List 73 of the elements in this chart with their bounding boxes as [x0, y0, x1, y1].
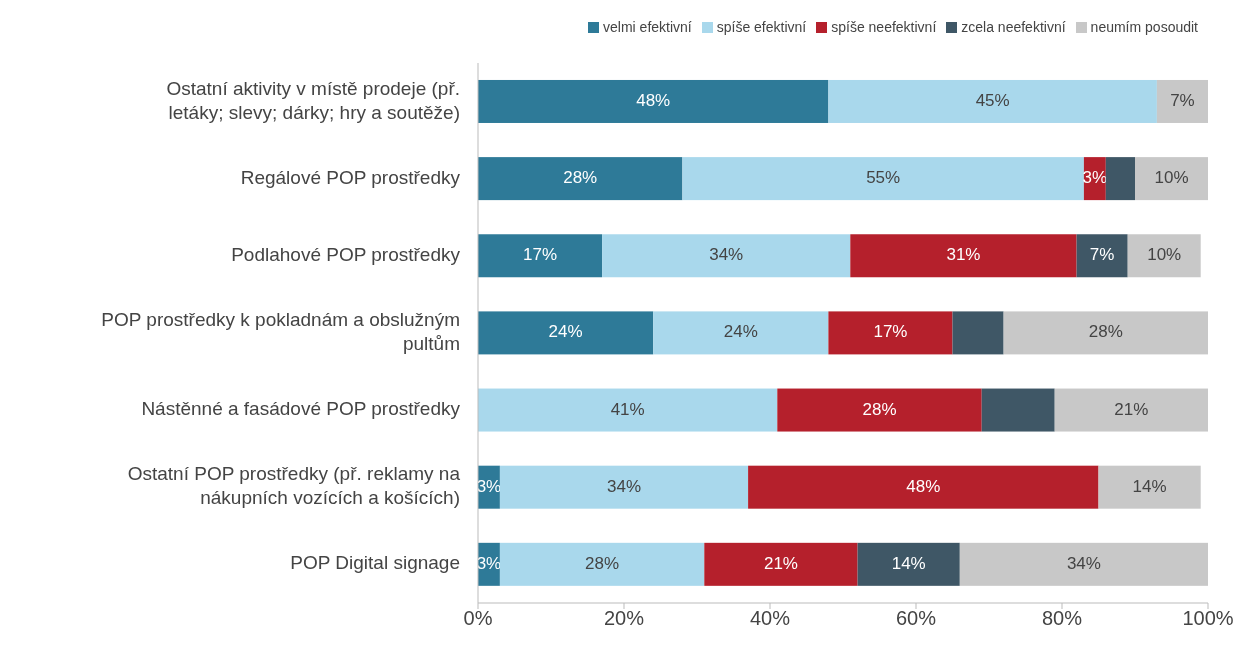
- bar: [959, 542, 1208, 586]
- data-label: 3%: [476, 553, 502, 573]
- bar: [499, 542, 705, 586]
- data-label: 14%: [891, 553, 926, 573]
- data-label: 24%: [723, 322, 758, 342]
- legend-label: spíše efektivní: [716, 19, 807, 35]
- data-label: 41%: [610, 399, 645, 419]
- bar: [777, 388, 982, 432]
- data-label: 48%: [906, 476, 941, 496]
- y-tick-label: POP Digital signage: [290, 552, 460, 574]
- data-label: 34%: [606, 476, 642, 496]
- data-label: 34%: [1066, 553, 1101, 573]
- bar: [1135, 157, 1208, 201]
- bar: [478, 234, 603, 278]
- data-label: 17%: [523, 245, 558, 265]
- data-label: 3%: [476, 476, 502, 496]
- bar: [850, 234, 1077, 278]
- y-tick-label: Ostatní aktivity v místě prodeje (př. letáky; slevy; dárky; hry a soutěže): [166, 77, 460, 123]
- bar: [653, 311, 829, 355]
- data-label: 10%: [1147, 245, 1182, 265]
- bar: [1054, 388, 1208, 432]
- data-label: 21%: [1114, 399, 1149, 419]
- data-label: 7%: [1170, 90, 1195, 110]
- bar: [682, 157, 1084, 201]
- legend-label: neumím posoudit: [1090, 19, 1198, 35]
- bar: [1105, 157, 1135, 201]
- data-label: 48%: [636, 90, 671, 110]
- bar: [478, 79, 829, 123]
- data-label: 45%: [975, 90, 1010, 110]
- x-tick-label: 80%: [1041, 607, 1083, 630]
- bar: [1076, 234, 1128, 278]
- data-label: 24%: [548, 322, 583, 342]
- data-label: 7%: [1089, 245, 1115, 265]
- bar: [748, 465, 1099, 509]
- x-tick-label: 40%: [749, 607, 791, 630]
- bar: [1156, 79, 1208, 123]
- data-label: 55%: [866, 168, 901, 188]
- data-label: 17%: [873, 322, 908, 342]
- bar: [857, 542, 960, 586]
- bar: [478, 157, 683, 201]
- legend-label: spíše neefektivní: [831, 19, 937, 35]
- y-tick-label: Nástěnné a fasádové POP prostředky: [141, 398, 461, 420]
- bar: [499, 465, 749, 509]
- data-label: 28%: [862, 399, 897, 419]
- y-tick-label: Ostatní POP prostředky (př. reklamy na nákupních vozících a košících): [127, 463, 461, 509]
- data-label: 28%: [563, 168, 598, 188]
- bar: [704, 542, 858, 586]
- legend-label: zcela neefektivní: [961, 19, 1066, 35]
- data-label: 31%: [946, 245, 981, 265]
- data-label: 21%: [763, 553, 798, 573]
- data-label: 10%: [1154, 168, 1189, 188]
- bar: [828, 79, 1157, 123]
- x-tick-label: 60%: [895, 607, 937, 630]
- legend-label: velmi efektivní: [603, 19, 692, 35]
- data-label: 34%: [709, 245, 744, 265]
- bar: [1098, 465, 1201, 509]
- bar: [478, 311, 654, 355]
- bar: [1003, 311, 1208, 355]
- y-tick-label: POP prostředky k pokladnám a obslužným pultům: [101, 309, 460, 355]
- bar: [952, 311, 1004, 355]
- data-label: 28%: [585, 553, 620, 573]
- x-tick-label: 100%: [1182, 607, 1234, 630]
- y-tick-label: Regálové POP prostředky: [240, 166, 461, 188]
- bar: [981, 388, 1055, 432]
- y-tick-label: Podlahové POP prostředky: [231, 243, 461, 265]
- x-tick-label: 0%: [463, 607, 493, 630]
- bar: [828, 311, 953, 355]
- x-tick-label: 20%: [603, 607, 645, 630]
- bar: [602, 234, 851, 278]
- bar: [1127, 234, 1201, 278]
- data-label: 28%: [1088, 322, 1123, 342]
- bar: [478, 388, 778, 432]
- data-label: 14%: [1132, 476, 1167, 496]
